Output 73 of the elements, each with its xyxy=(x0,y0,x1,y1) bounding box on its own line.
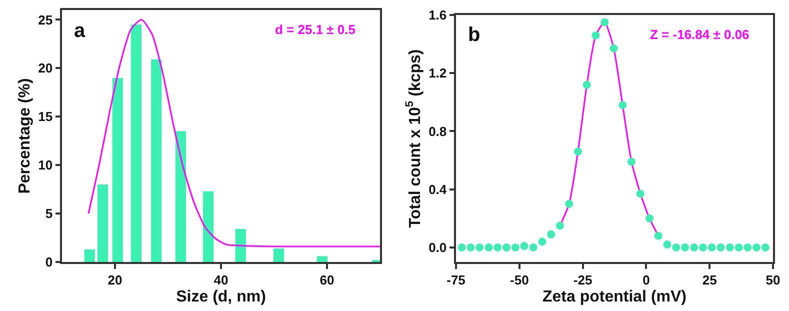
point xyxy=(627,158,636,166)
point xyxy=(734,243,743,252)
bar xyxy=(130,24,142,262)
bar xyxy=(235,229,246,262)
y-tick-label: 0.8 xyxy=(428,124,447,139)
x-tick-label: 25 xyxy=(702,272,717,288)
point xyxy=(556,222,564,230)
point xyxy=(582,80,591,89)
x-axis-title: Size (d, nm) xyxy=(176,288,266,306)
point xyxy=(538,238,546,246)
point xyxy=(699,243,708,252)
annotation: d = 25.1 ± 0.5 xyxy=(275,22,356,37)
point xyxy=(761,243,770,252)
x-tick-label: 50 xyxy=(766,272,780,288)
point xyxy=(502,243,510,252)
point xyxy=(520,242,528,250)
annotation: b xyxy=(468,24,480,46)
y-tick-label: 25 xyxy=(38,12,53,28)
point xyxy=(592,31,600,40)
y-tick-label: 1.2 xyxy=(428,66,447,81)
point xyxy=(708,243,716,252)
point xyxy=(716,243,725,252)
point xyxy=(646,214,654,222)
bar xyxy=(202,191,214,262)
x-tick-label: -25 xyxy=(573,272,592,288)
point xyxy=(529,243,538,252)
point xyxy=(654,232,662,240)
y-tick-label: 0 xyxy=(45,254,53,270)
point xyxy=(726,243,734,252)
x-tick-label: -50 xyxy=(510,272,529,288)
point xyxy=(494,243,502,252)
y-tick-label: 0.0 xyxy=(428,240,447,256)
bar xyxy=(316,256,328,262)
y-tick-label: 20 xyxy=(38,60,53,76)
point xyxy=(681,243,689,252)
point xyxy=(744,243,752,252)
bar xyxy=(98,184,108,262)
y-tick-label: 0.4 xyxy=(428,182,448,197)
point xyxy=(458,243,466,252)
x-tick-label: 20 xyxy=(108,272,122,288)
bar xyxy=(112,78,123,262)
bar xyxy=(175,131,186,262)
x-axis-title: Zeta potential (mV) xyxy=(542,288,687,306)
bar xyxy=(273,248,284,262)
point xyxy=(511,243,520,252)
y-tick-label: 1.6 xyxy=(428,8,447,23)
annotation: Z = -16.84 ± 0.06 xyxy=(650,27,750,42)
point xyxy=(484,243,493,252)
point xyxy=(600,18,609,26)
x-tick-label: 0 xyxy=(642,272,650,288)
y-tick-label: 5 xyxy=(45,206,53,222)
bar xyxy=(84,249,95,262)
y-tick-label: 10 xyxy=(38,158,53,173)
point xyxy=(690,243,698,252)
y-tick-label: 15 xyxy=(38,109,53,124)
x-tick-label: 60 xyxy=(320,272,334,288)
x-tick-label: -75 xyxy=(446,272,466,288)
point xyxy=(672,243,680,252)
point xyxy=(636,190,644,198)
bar xyxy=(151,59,162,262)
point xyxy=(574,148,582,156)
point xyxy=(565,200,574,208)
point xyxy=(752,243,761,252)
annotation: a xyxy=(74,20,86,42)
point xyxy=(663,240,672,249)
x-tick-label: 40 xyxy=(214,272,228,288)
point xyxy=(618,101,627,110)
point xyxy=(466,243,475,252)
point xyxy=(476,243,484,252)
point xyxy=(610,44,618,52)
point xyxy=(547,230,556,238)
line-series xyxy=(88,18,380,248)
y-axis-title: Percentage (%) xyxy=(16,78,34,194)
